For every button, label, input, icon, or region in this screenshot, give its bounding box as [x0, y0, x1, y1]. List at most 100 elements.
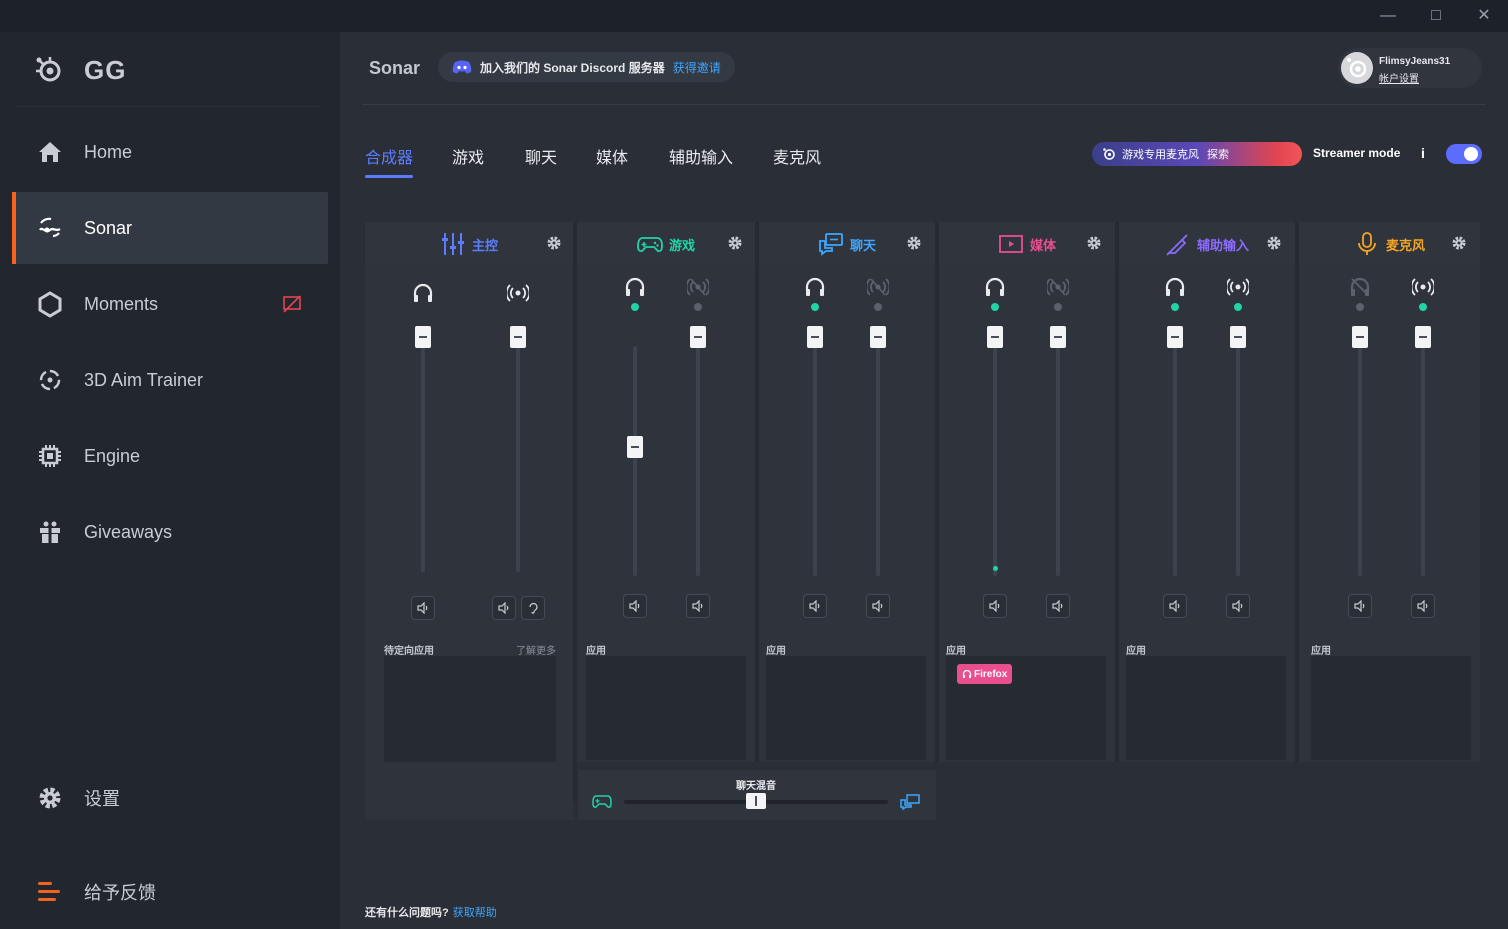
mute-button[interactable] — [1046, 594, 1070, 618]
broadcast-off-icon[interactable] — [687, 276, 709, 298]
app-list — [1126, 656, 1286, 760]
chat-mix-thumb[interactable] — [746, 793, 766, 809]
volume-track[interactable] — [1421, 346, 1425, 576]
gear-icon — [39, 787, 61, 809]
close-icon[interactable]: ✕ — [1477, 7, 1491, 24]
tab-media[interactable]: 媒体 — [596, 150, 629, 167]
sliders-icon — [441, 233, 464, 255]
volume-track[interactable] — [876, 346, 880, 576]
volume-track[interactable] — [696, 346, 700, 576]
mute-button[interactable] — [1411, 594, 1435, 618]
gear-icon[interactable] — [1452, 236, 1466, 250]
volume-slider-thumb[interactable] — [627, 436, 643, 458]
volume-slider-thumb[interactable] — [987, 326, 1003, 348]
speaker-icon — [692, 600, 703, 612]
sidebar-item-label: Engine — [84, 445, 141, 466]
learn-more-link[interactable]: 了解更多 — [516, 646, 556, 657]
ear-button[interactable] — [521, 596, 545, 620]
mute-button[interactable] — [686, 594, 710, 618]
mute-button[interactable] — [803, 594, 827, 618]
volume-slider-thumb[interactable] — [807, 326, 823, 348]
broadcast-off-icon[interactable] — [867, 276, 889, 298]
mute-button[interactable] — [1163, 594, 1187, 618]
volume-slider-thumb[interactable] — [1352, 326, 1368, 348]
account-settings-link[interactable]: 帐户设置 — [1379, 74, 1419, 85]
sidebar-item-engine[interactable]: Engine — [12, 420, 328, 492]
headphones-icon[interactable] — [412, 282, 434, 304]
tab-game[interactable]: 游戏 — [452, 150, 485, 167]
volume-track[interactable] — [1358, 346, 1362, 576]
headphones-off-icon[interactable] — [1349, 276, 1371, 298]
tab-aux[interactable]: 辅助输入 — [669, 150, 734, 167]
tab-mixer[interactable]: 合成器 — [365, 150, 414, 167]
speaker-icon — [629, 600, 640, 612]
aux-body: 应用 — [1119, 266, 1295, 762]
broadcast-icon[interactable] — [1227, 276, 1249, 298]
info-icon[interactable]: i — [1421, 145, 1425, 161]
promo-link[interactable]: 探索 — [1207, 149, 1229, 161]
chat-mix: 聊天混音 — [578, 770, 936, 820]
volume-slider-thumb[interactable] — [1230, 326, 1246, 348]
volume-track[interactable] — [421, 346, 425, 572]
minimize-icon[interactable]: — — [1380, 7, 1396, 24]
volume-track[interactable] — [993, 346, 997, 576]
headphones-icon[interactable] — [1164, 276, 1186, 298]
volume-track[interactable] — [1173, 346, 1177, 576]
streamer-mode-label: Streamer mode — [1313, 146, 1401, 160]
volume-track[interactable] — [633, 346, 637, 576]
mute-button[interactable] — [623, 594, 647, 618]
volume-slider-thumb[interactable] — [690, 326, 706, 348]
volume-track[interactable] — [516, 346, 520, 572]
sidebar-item-settings[interactable]: 设置 — [12, 762, 328, 834]
promo-banner[interactable]: 游戏专用麦克风 探索 — [1092, 142, 1302, 166]
broadcast-icon[interactable] — [507, 282, 529, 304]
user-account[interactable]: FlimsyJeans31 帐户设置 — [1338, 48, 1482, 88]
headphones-icon[interactable] — [624, 276, 646, 298]
gear-icon[interactable] — [1087, 236, 1101, 250]
volume-track[interactable] — [1056, 346, 1060, 576]
sidebar-item-sonar[interactable]: Sonar — [12, 192, 328, 264]
streamer-mode-toggle[interactable] — [1446, 144, 1482, 164]
sidebar-item-moments[interactable]: Moments — [12, 268, 328, 340]
broadcast-icon[interactable] — [1412, 276, 1434, 298]
mute-button[interactable] — [866, 594, 890, 618]
broadcast-off-icon[interactable] — [1047, 276, 1069, 298]
status-dot — [631, 303, 639, 311]
gear-icon[interactable] — [907, 236, 921, 250]
volume-slider-thumb[interactable] — [870, 326, 886, 348]
sidebar-item-aim-trainer[interactable]: 3D Aim Trainer — [12, 344, 328, 416]
steelseries-icon — [1103, 148, 1115, 160]
sidebar-item-giveaways[interactable]: Giveaways — [12, 496, 328, 568]
sidebar-item-home[interactable]: Home — [12, 116, 328, 188]
gear-icon[interactable] — [728, 236, 742, 250]
gear-icon[interactable] — [547, 236, 561, 250]
app-chip-firefox[interactable]: Firefox — [957, 664, 1013, 684]
volume-track[interactable] — [813, 346, 817, 576]
get-help-link[interactable]: 获取帮助 — [452, 907, 497, 919]
mute-button[interactable] — [1348, 594, 1372, 618]
volume-slider-thumb[interactable] — [1050, 326, 1066, 348]
discord-invite-link[interactable]: 获得邀请 — [672, 60, 721, 75]
mute-button[interactable] — [983, 594, 1007, 618]
volume-slider-thumb[interactable] — [1167, 326, 1183, 348]
headphones-icon[interactable] — [984, 276, 1006, 298]
volume-slider-thumb[interactable] — [510, 326, 526, 348]
discord-banner[interactable]: 加入我们的 Sonar Discord 服务器 获得邀请 — [438, 52, 735, 82]
mute-button[interactable] — [1226, 594, 1250, 618]
volume-slider-thumb[interactable] — [1415, 326, 1431, 348]
tab-chat[interactable]: 聊天 — [525, 150, 558, 167]
gear-icon[interactable] — [1267, 236, 1281, 250]
tab-mic[interactable]: 麦克风 — [773, 150, 822, 167]
headphones-icon[interactable] — [804, 276, 826, 298]
volume-slider-thumb[interactable] — [415, 326, 431, 348]
ear-icon — [529, 602, 538, 614]
mute-button[interactable] — [492, 596, 516, 620]
volume-track[interactable] — [1236, 346, 1240, 576]
sidebar-item-label: Giveaways — [84, 521, 173, 542]
sidebar-item-feedback[interactable]: 给予反馈 — [12, 856, 328, 928]
aux-header: 辅助输入 — [1119, 222, 1295, 266]
promo-text: 游戏专用麦克风 — [1122, 149, 1199, 161]
maximize-icon[interactable]: □ — [1431, 7, 1441, 24]
headphones-icon — [962, 669, 972, 678]
mute-button[interactable] — [411, 596, 435, 620]
